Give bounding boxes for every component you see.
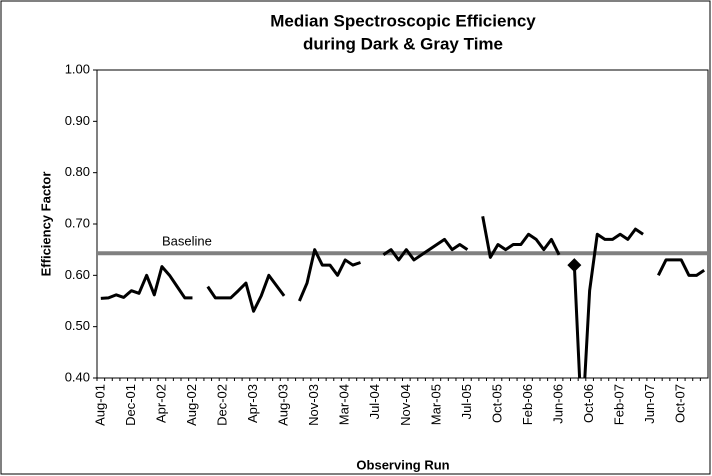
- y-axis-title: Efficiency Factor: [38, 172, 53, 277]
- data-line: [298, 248, 361, 302]
- y-tick-label: 0.80: [65, 164, 90, 179]
- x-tick-label: Apr-03: [245, 384, 260, 423]
- x-tick-label: Jul-04: [367, 384, 382, 419]
- x-tick-label: Aug-02: [184, 384, 199, 426]
- x-tick-label: Oct-06: [581, 384, 596, 423]
- x-tick-label: Oct-07: [673, 384, 688, 423]
- x-tick-label: Jul-05: [459, 384, 474, 419]
- data-line: [382, 237, 469, 262]
- data-line: [100, 265, 193, 300]
- x-tick-label: Feb-07: [612, 384, 627, 425]
- baseline-label: Baseline: [162, 234, 212, 249]
- x-tick-label: Dec-02: [214, 384, 229, 426]
- x-tick-label: Mar-05: [428, 384, 443, 425]
- x-tick-label: Aug-01: [92, 384, 107, 426]
- data-line: [572, 227, 644, 378]
- x-tick-label: Aug-03: [276, 384, 291, 426]
- x-tick-label: Dec-01: [123, 384, 138, 426]
- x-axis-title: Observing Run: [356, 457, 449, 472]
- x-tick-label: Apr-02: [153, 384, 168, 423]
- data-line: [206, 273, 286, 313]
- x-tick-label: Oct-05: [489, 384, 504, 423]
- x-tick-label: Nov-04: [398, 384, 413, 426]
- x-tick-label: Feb-06: [520, 384, 535, 425]
- chart-title: Median Spectroscopic Efficiency: [270, 11, 536, 30]
- data-line: [657, 258, 706, 277]
- data-line: [481, 216, 561, 259]
- y-tick-label: 1.00: [65, 61, 90, 76]
- x-tick-label: Jun-07: [642, 384, 657, 424]
- y-tick-label: 0.40: [65, 369, 90, 384]
- chart-title: during Dark & Gray Time: [303, 34, 503, 53]
- y-tick-label: 0.60: [65, 267, 90, 282]
- y-tick-label: 0.90: [65, 113, 90, 128]
- x-tick-label: Jun-06: [551, 384, 566, 424]
- x-tick-label: Mar-04: [337, 384, 352, 425]
- plot-layer: [97, 216, 708, 378]
- y-tick-label: 0.50: [65, 318, 90, 333]
- x-tick-label: Nov-03: [306, 384, 321, 426]
- point-marker: [567, 258, 582, 273]
- y-tick-label: 0.70: [65, 215, 90, 230]
